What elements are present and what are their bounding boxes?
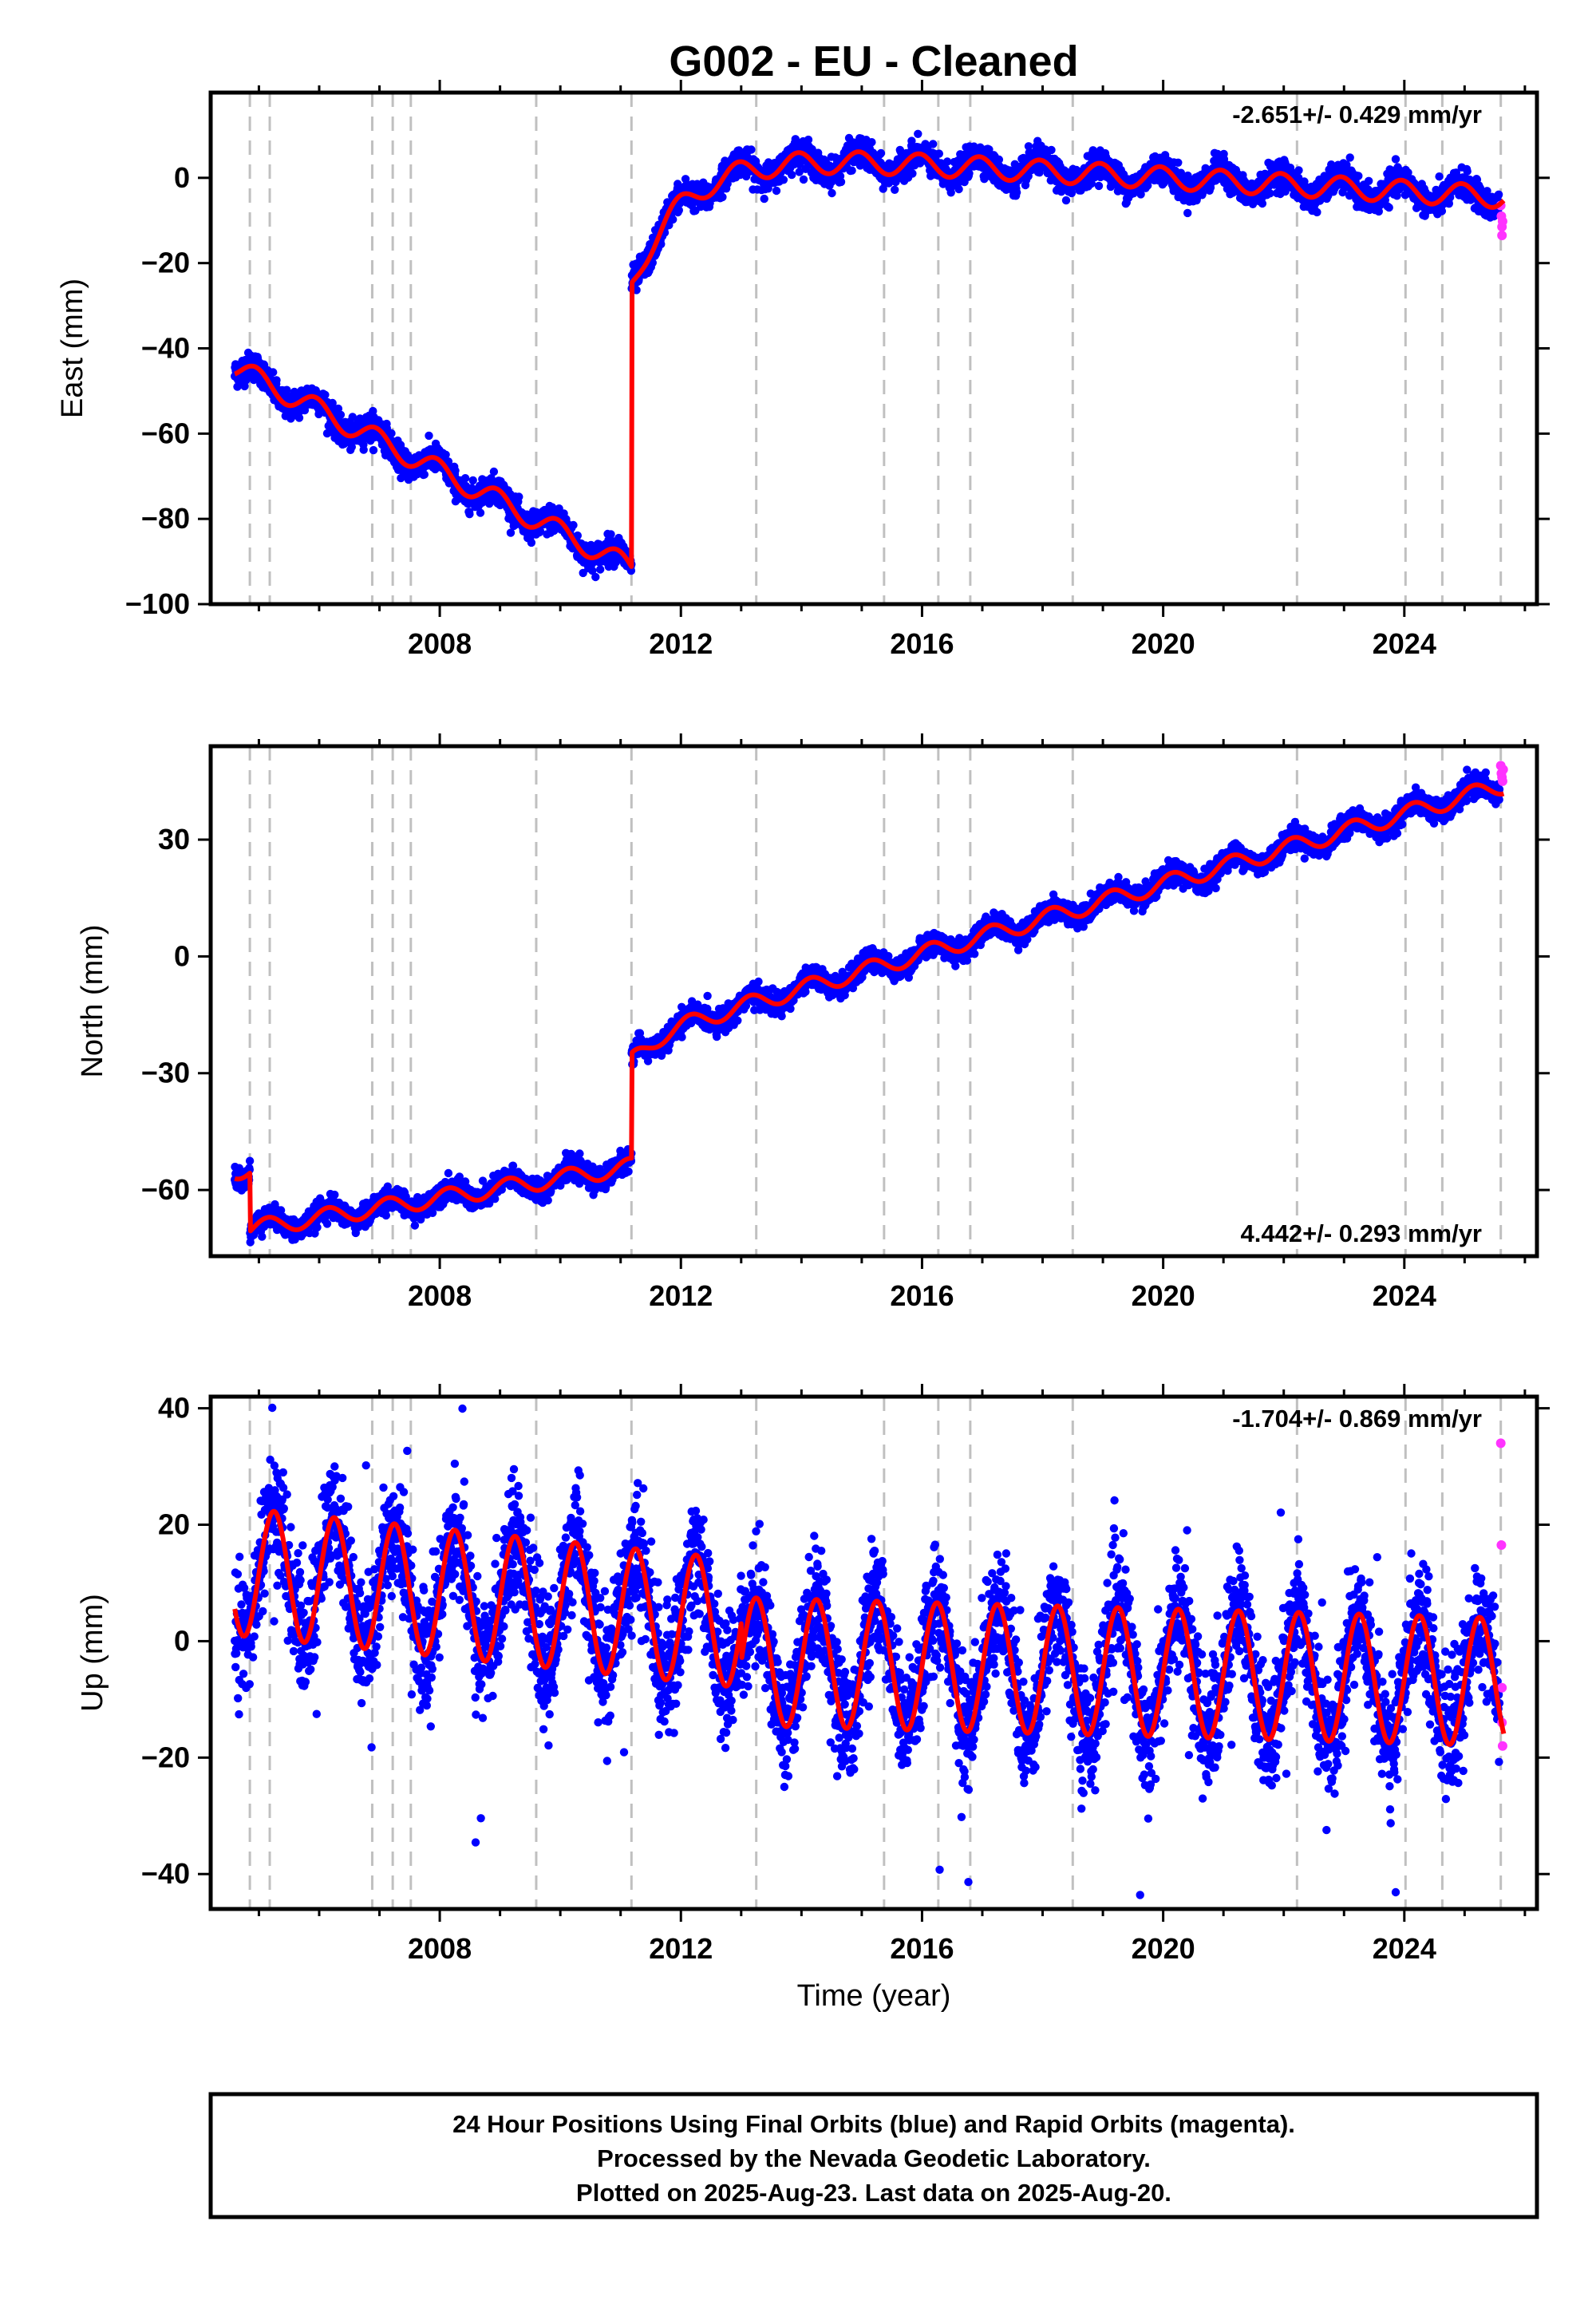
data-point	[465, 510, 474, 519]
data-point	[965, 169, 974, 178]
data-point	[836, 177, 846, 187]
data-point	[336, 410, 346, 419]
data-point	[867, 138, 876, 147]
data-point	[441, 450, 450, 459]
data-point	[908, 169, 917, 178]
data-point	[272, 376, 281, 385]
x-tick-label: 2008	[408, 627, 472, 660]
data-point	[258, 1232, 267, 1241]
data-point	[929, 140, 938, 148]
rapid-point	[1497, 216, 1507, 227]
data-point	[573, 531, 582, 540]
y-tick-label: −100	[125, 587, 190, 620]
data-point	[348, 413, 357, 421]
final-orbit-points	[231, 765, 1504, 1247]
data-point	[369, 445, 378, 455]
data-point	[1012, 188, 1021, 197]
data-point	[760, 194, 768, 204]
data-point	[444, 457, 453, 466]
data-point	[1144, 181, 1152, 190]
data-point	[506, 528, 516, 537]
data-point	[914, 129, 922, 138]
plot-area	[231, 746, 1508, 1256]
east-panel: −100 −80 −60 −40 −20 0 2008 2012 2016 2020 2024 Eas…	[56, 80, 1550, 660]
data-point	[468, 476, 477, 485]
data-point	[476, 508, 485, 517]
data-point	[515, 492, 523, 501]
data-point	[245, 1156, 255, 1165]
data-point	[1047, 145, 1056, 155]
data-point	[451, 466, 460, 475]
data-point	[847, 166, 856, 175]
x-tick-label: 2016	[890, 627, 954, 660]
data-point	[669, 215, 678, 224]
data-point	[1183, 208, 1192, 218]
chart-title: G002 - EU - Cleaned	[669, 38, 1078, 85]
data-point	[876, 148, 886, 158]
data-point	[799, 175, 808, 184]
data-point	[1354, 172, 1363, 180]
data-point	[1258, 199, 1267, 208]
data-point	[1094, 181, 1104, 191]
data-point	[772, 186, 781, 196]
data-point	[359, 445, 368, 454]
data-point	[269, 368, 278, 377]
data-point	[1345, 153, 1354, 162]
data-point	[1313, 207, 1321, 217]
data-point	[527, 538, 536, 547]
x-tick-label: 2020	[1132, 627, 1195, 660]
data-point	[294, 413, 304, 422]
data-point	[596, 565, 605, 574]
y-axis-label: East (mm)	[56, 279, 89, 418]
data-point	[1061, 196, 1071, 205]
data-point	[1294, 166, 1303, 175]
y-tick-label: −20	[141, 247, 190, 279]
rapid-point	[1497, 230, 1507, 240]
data-point	[1365, 176, 1373, 185]
data-point	[1198, 189, 1207, 198]
data-point	[420, 470, 429, 479]
data-point	[591, 572, 600, 582]
x-tick-label: 2024	[1373, 627, 1436, 660]
data-point	[1435, 172, 1444, 181]
data-point	[788, 170, 796, 180]
data-point	[321, 390, 330, 399]
data-point	[1385, 203, 1393, 212]
data-point	[535, 527, 545, 536]
y-tick-label: −60	[141, 417, 190, 449]
y-tick-label: 0	[174, 161, 190, 194]
data-point	[747, 145, 756, 154]
data-point	[460, 474, 470, 483]
data-point	[588, 566, 597, 575]
plot-area	[231, 93, 1507, 604]
data-point	[891, 185, 899, 194]
data-point	[489, 467, 499, 476]
data-point	[1391, 155, 1400, 164]
data-point	[387, 429, 396, 438]
y-tick-label: −40	[141, 332, 190, 365]
data-point	[954, 184, 963, 194]
data-point	[1463, 167, 1472, 176]
x-tick-label: 2012	[649, 627, 713, 660]
data-point	[425, 431, 433, 441]
data-point	[569, 520, 578, 530]
y-tick-label: −80	[141, 502, 190, 535]
data-point	[1174, 158, 1183, 167]
data-point	[718, 192, 727, 202]
data-point	[828, 188, 836, 198]
data-point	[606, 530, 615, 539]
data-point	[347, 442, 356, 452]
data-point	[934, 149, 944, 158]
rate-label: -2.651+/- 0.429 mm/yr	[1232, 101, 1482, 128]
data-point	[1494, 190, 1503, 199]
data-point	[779, 176, 788, 184]
